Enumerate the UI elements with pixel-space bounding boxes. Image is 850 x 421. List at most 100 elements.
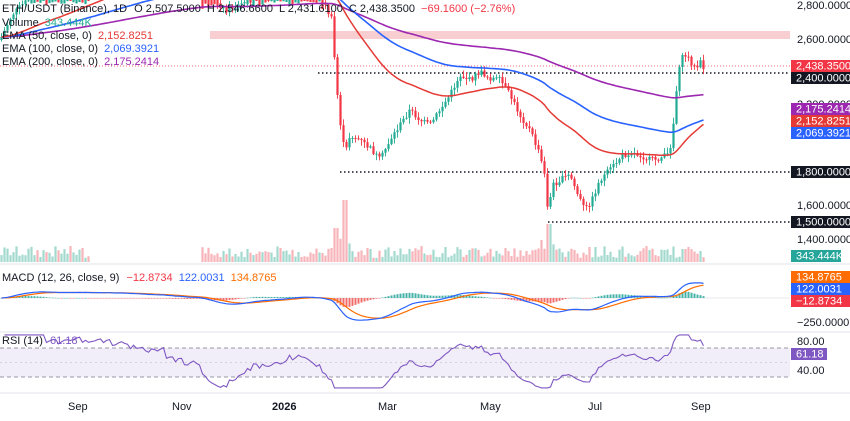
volume-bar (66, 253, 69, 262)
candle-body (531, 128, 534, 135)
macd-hist-bar (678, 293, 681, 298)
candle-body (678, 66, 681, 92)
candle-body (438, 111, 441, 114)
volume-bar (450, 255, 453, 262)
candle-body (306, 0, 309, 2)
volume-bar (465, 254, 468, 262)
macd-hist-bar (510, 298, 513, 300)
macd-hist-bar (192, 298, 195, 299)
price-tick: 2,800.0000 (797, 0, 850, 12)
candle-body (264, 0, 267, 3)
macd-hist-bar (576, 297, 579, 299)
volume-bar (453, 253, 456, 262)
volume-bar (21, 254, 24, 262)
macd-hist-bar (267, 296, 270, 298)
volume-bar (480, 256, 483, 262)
volume-bar (642, 248, 645, 262)
candle-body (543, 161, 546, 174)
volume-bar (366, 247, 369, 262)
candle-body (360, 138, 363, 140)
macd-hist-bar (21, 296, 24, 298)
macd-hist-bar (363, 298, 366, 302)
volume-bar (204, 253, 207, 262)
macd-hist-bar (606, 294, 609, 298)
volume-bar (579, 257, 582, 262)
candle-body (492, 77, 495, 81)
volume-bar (303, 256, 306, 262)
candle-body (0, 36, 3, 40)
volume-bar (351, 251, 354, 262)
macd-hist-bar (579, 297, 582, 299)
volume-bar (291, 249, 294, 262)
macd-hist-bar (120, 298, 123, 299)
volume-bar (297, 252, 300, 262)
candle-body (576, 186, 579, 195)
candle-body (327, 4, 330, 15)
candle-body (330, 14, 333, 17)
volume-bar (225, 254, 228, 262)
candle-body (282, 0, 285, 2)
macd-hist-bar (51, 297, 54, 299)
candle-body (504, 83, 507, 87)
volume-bar (540, 239, 543, 262)
volume-bar (249, 252, 252, 262)
time-tick: Sep (68, 401, 88, 413)
volume-bar (516, 256, 519, 262)
candle-body (486, 76, 489, 78)
macd-hist-bar (375, 298, 378, 299)
candle-body (540, 149, 543, 162)
volume-bar (264, 251, 267, 262)
volume-bar (300, 256, 303, 262)
candle-body (204, 0, 207, 4)
macd-hist-bar (381, 297, 384, 299)
volume-bar (294, 256, 297, 262)
candle-body (30, 0, 33, 4)
ema50-tag: 2,152.8251 (796, 116, 850, 128)
macd-hist-bar (78, 297, 81, 299)
candle-body (12, 14, 15, 20)
macd-hist-bar (99, 298, 102, 299)
volume-bar (531, 250, 534, 262)
candle-body (579, 194, 582, 199)
macd-hist-bar (42, 296, 45, 298)
volume-bar (660, 249, 663, 262)
macd-hist-bar (546, 298, 549, 304)
macd-hist-bar (105, 298, 108, 299)
time-tick: Jul (588, 401, 602, 413)
macd-label: MACD (12, 26, close, 9) −12.8734 122.003… (2, 272, 277, 284)
volume-bar (342, 200, 345, 262)
volume-bar (639, 251, 642, 262)
macd-hist-bar (369, 298, 372, 300)
macd-pane (0, 282, 790, 321)
volume-bar (252, 255, 255, 262)
macd-hist-bar (240, 298, 243, 299)
volume-bar (525, 251, 528, 262)
volume-bar (627, 253, 630, 262)
candle-body (210, 0, 213, 6)
candle-body (414, 110, 417, 118)
candle-body (501, 76, 504, 84)
volume-bar (600, 255, 603, 262)
legend-ema200: EMA (200, close, 0) 2,175.2414 (2, 56, 159, 68)
macd-hist-bar (687, 291, 690, 298)
macd-hist-bar (447, 295, 450, 298)
candle-body (222, 6, 225, 9)
candle-body (246, 0, 249, 5)
macd-hist-bar (618, 294, 621, 298)
level-1500-tag: 1,500.0000 (796, 217, 850, 229)
macd-hist-bar (615, 294, 618, 298)
macd-hist-bar (255, 296, 258, 298)
candle-body (555, 182, 558, 186)
candle-body (549, 197, 552, 207)
volume-bar (603, 246, 606, 262)
volume-bar (360, 250, 363, 262)
volume-bar (471, 248, 474, 262)
macd-hist-bar (702, 296, 705, 298)
volume-bar (426, 255, 429, 262)
candle-body (525, 123, 528, 127)
candle-body (471, 77, 474, 81)
candle-body (318, 0, 321, 2)
rsi-line (4, 334, 704, 389)
candles (0, 0, 705, 213)
